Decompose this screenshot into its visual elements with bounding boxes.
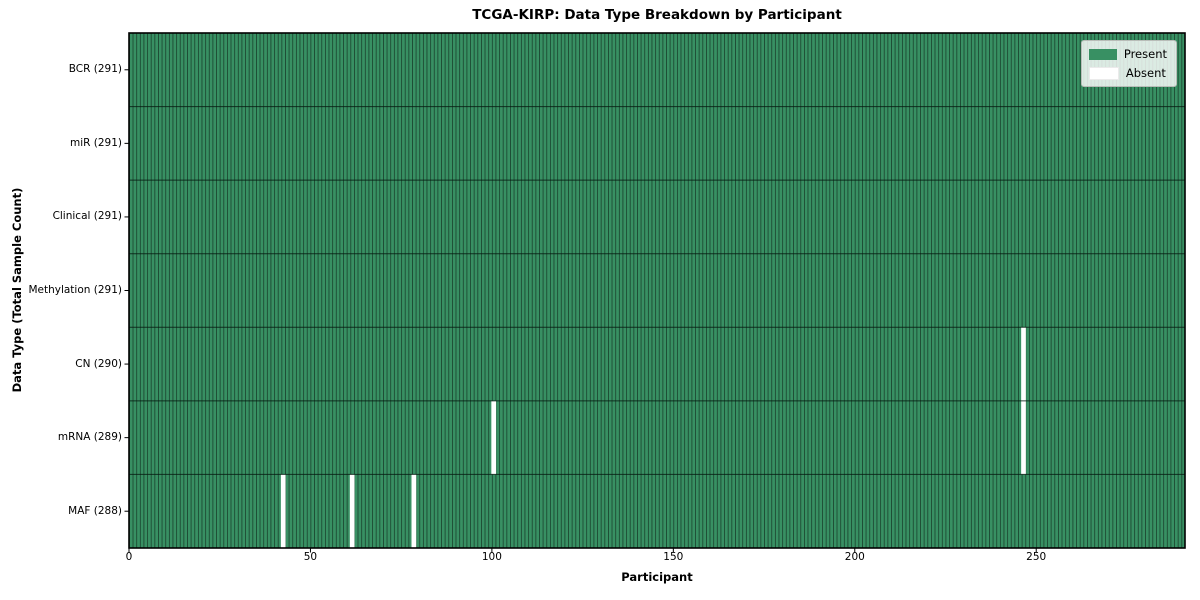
y-tick-label: Methylation (291) [28,284,122,296]
y-tick-label: BCR (291) [68,63,122,76]
legend: Present Absent [1080,40,1177,87]
x-tick-label: 100 [481,551,502,563]
x-tick-label: 150 [663,551,684,563]
legend-item-present: Present [1088,47,1167,61]
x-axis-title: Participant [621,570,693,584]
legend-label-absent: Absent [1125,66,1166,80]
x-tick-label: 200 [844,551,865,563]
absent-swatch-icon [1088,66,1119,80]
x-tick-label: 0 [125,551,133,563]
legend-label-present: Present [1123,47,1167,61]
y-tick-label: CN (290) [75,357,122,370]
y-tick-label: mRNA (289) [57,431,122,444]
y-tick-label: Clinical (291) [52,210,122,223]
legend-item-absent: Absent [1088,66,1167,80]
present-swatch-icon [1088,48,1117,60]
x-tick-label: 50 [303,551,318,563]
x-tick-label: 250 [1026,551,1047,563]
chart-title: TCGA-KIRP: Data Type Breakdown by Partic… [472,7,842,23]
y-tick-label: miR (291) [69,136,122,149]
y-tick-label: MAF (288) [68,504,122,517]
